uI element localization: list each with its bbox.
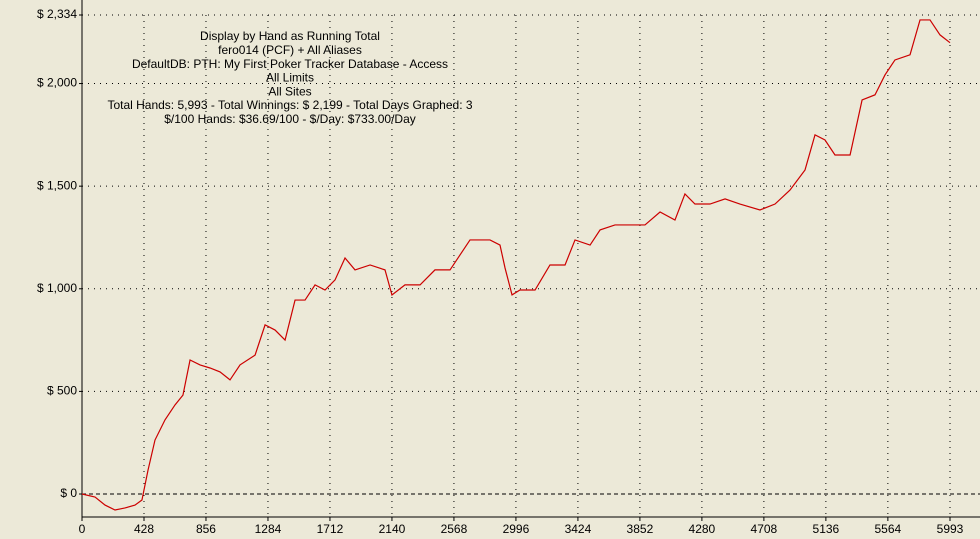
y-tick-label: $ 500 <box>47 384 77 398</box>
x-tick-label: 0 <box>79 522 86 536</box>
x-tick-label: 5564 <box>875 522 902 536</box>
x-tick-label: 2996 <box>503 522 530 536</box>
y-tick-label: $ 2,334 <box>37 7 77 21</box>
x-tick-label: 5136 <box>813 522 840 536</box>
x-tick-label: 5993 <box>937 522 964 536</box>
y-tick-label: $ 1,500 <box>37 178 77 192</box>
x-tick-label: 4280 <box>689 522 716 536</box>
x-tick-label: 428 <box>134 522 154 536</box>
x-tick-label: 1712 <box>317 522 344 536</box>
data-line <box>81 19 951 511</box>
x-tick-label: 4708 <box>751 522 778 536</box>
annotation: $/100 Hands: $36.69/100 - $/Day: $733.00… <box>164 112 416 126</box>
annotation: DefaultDB: PTH: My First Poker Tracker D… <box>132 57 448 71</box>
annotation: Display by Hand as Running Total <box>200 29 380 43</box>
annotation: All Sites <box>268 84 311 98</box>
annotation: fero014 (PCF) + All Aliases <box>218 43 362 57</box>
x-tick-label: 3424 <box>565 522 592 536</box>
x-tick-label: 856 <box>196 522 216 536</box>
x-tick-label: 1284 <box>255 522 282 536</box>
y-tick-label: $ 1,000 <box>37 281 77 295</box>
x-tick-label: 3852 <box>627 522 654 536</box>
x-tick-label: 2568 <box>441 522 468 536</box>
x-tick-label: 2140 <box>379 522 406 536</box>
y-tick-label: $ 2,000 <box>37 76 77 90</box>
annotation: Total Hands: 5,993 - Total Winnings: $ 2… <box>107 98 472 112</box>
annotation: All Limits <box>266 71 314 85</box>
y-tick-label: $ 0 <box>60 486 77 500</box>
